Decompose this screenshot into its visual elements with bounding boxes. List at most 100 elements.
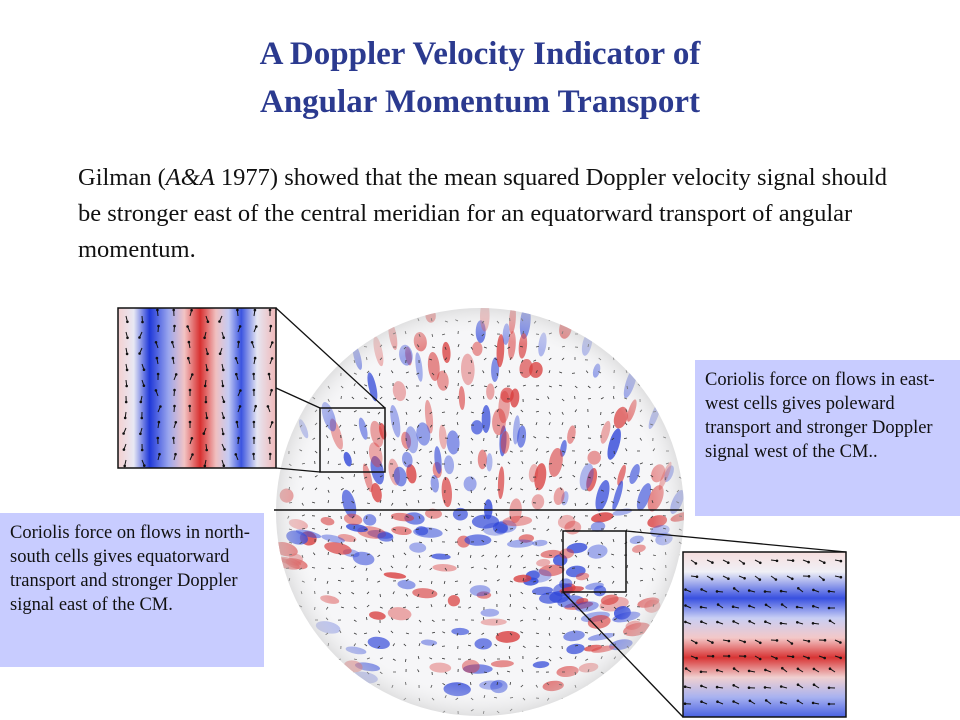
flow-arrow-head bbox=[811, 701, 815, 705]
flow-arrow-head bbox=[839, 641, 842, 644]
flow-arrow-head bbox=[774, 578, 778, 581]
flow-arrow-head bbox=[238, 325, 242, 328]
flow-arrow-head bbox=[236, 308, 239, 312]
flow-arrow-head bbox=[234, 453, 238, 456]
flow-arrow-head bbox=[187, 356, 190, 360]
flow-arrow-head bbox=[204, 400, 208, 404]
flow-arrow-head bbox=[140, 416, 144, 420]
flow-arrow-head bbox=[203, 384, 207, 388]
flow-arrow-head bbox=[796, 667, 800, 671]
flow-arrow-head bbox=[205, 448, 208, 452]
flow-arrow-head bbox=[791, 559, 795, 562]
flow-arrow-head bbox=[716, 603, 720, 606]
flow-arrow-head bbox=[795, 605, 799, 609]
flow-arrow-head bbox=[791, 655, 795, 658]
flow-arrow-head bbox=[171, 340, 174, 344]
flow-arrow-head bbox=[190, 437, 194, 440]
flow-arrow-head bbox=[763, 590, 767, 593]
flow-arrow-head bbox=[732, 684, 735, 687]
flow-arrow-head bbox=[839, 559, 843, 563]
flow-arrow-head bbox=[711, 561, 714, 564]
flow-arrow-head bbox=[221, 432, 225, 436]
flow-arrow-head bbox=[732, 700, 735, 703]
flow-arrow-head bbox=[173, 404, 176, 408]
flow-arrow-head bbox=[188, 404, 191, 408]
inset-north-south-cells bbox=[117, 307, 277, 469]
intro-citation: A&A bbox=[165, 164, 215, 191]
flow-arrow-head bbox=[711, 654, 715, 658]
flow-arrow-head bbox=[828, 619, 832, 623]
flow-arrow-head bbox=[695, 641, 698, 645]
flow-arrow-head bbox=[122, 432, 125, 435]
flow-arrow-head bbox=[235, 372, 238, 376]
flow-arrow-head bbox=[238, 405, 242, 408]
flow-arrow-head bbox=[732, 667, 736, 670]
flow-arrow-head bbox=[218, 320, 221, 323]
flow-arrow-head bbox=[684, 620, 687, 624]
flow-arrow-head bbox=[250, 341, 254, 344]
connector-lower-2 bbox=[562, 591, 684, 718]
inset-1-arrows bbox=[122, 308, 274, 468]
flow-arrow-head bbox=[683, 702, 687, 705]
sphere-limb bbox=[276, 308, 684, 716]
flow-arrow-head bbox=[190, 308, 193, 312]
flow-arrow-head bbox=[758, 657, 762, 661]
zoom-box-upper bbox=[319, 407, 386, 473]
flow-arrow-head bbox=[790, 642, 794, 645]
flow-arrow-head bbox=[748, 620, 751, 623]
flow-arrow-head bbox=[807, 656, 810, 660]
flow-arrow-head bbox=[237, 340, 240, 344]
flow-arrow-head bbox=[828, 667, 832, 670]
intro-paragraph: Gilman (A&A 1977) showed that the mean s… bbox=[78, 160, 898, 268]
flow-arrow-head bbox=[812, 667, 816, 671]
flow-arrow-head bbox=[218, 352, 222, 356]
flow-arrow-head bbox=[684, 667, 688, 670]
flow-arrow-head bbox=[268, 308, 272, 312]
inset-2-arrows bbox=[683, 559, 843, 706]
flow-arrow-head bbox=[727, 639, 731, 643]
flow-arrow-head bbox=[126, 336, 129, 340]
flow-arrow-head bbox=[716, 700, 719, 703]
title-line-2: Angular Momentum Transport bbox=[259, 84, 701, 120]
flow-arrow-head bbox=[775, 639, 779, 642]
flow-arrow-head bbox=[812, 604, 815, 608]
flow-arrow-head bbox=[699, 670, 703, 674]
flow-arrow bbox=[587, 684, 590, 688]
flow-arrow-head bbox=[775, 559, 779, 563]
flow-arrow-head bbox=[695, 575, 699, 578]
flow-arrow-head bbox=[123, 416, 127, 420]
flow-arrow-head bbox=[716, 620, 719, 624]
flow-arrow-head bbox=[252, 388, 256, 392]
flow-arrow-head bbox=[173, 388, 176, 392]
flow-arrow-head bbox=[807, 575, 811, 578]
flow-arrow-head bbox=[138, 336, 141, 339]
flow-arrow-head bbox=[759, 641, 762, 645]
flow-arrow-head bbox=[252, 436, 256, 440]
callout-north-south: Coriolis force on flows in north-south c… bbox=[0, 513, 264, 667]
flow-arrow-head bbox=[234, 357, 238, 360]
flow-arrow-head bbox=[154, 389, 158, 392]
flow-arrow-head bbox=[684, 588, 687, 591]
flow-arrow-head bbox=[742, 562, 746, 565]
inset-1-frame bbox=[117, 307, 277, 469]
flow-arrow-head bbox=[154, 341, 158, 344]
flow-arrow-head bbox=[710, 577, 714, 581]
flow-arrow-head bbox=[683, 685, 687, 688]
flow-arrow-head bbox=[188, 420, 192, 424]
flow-arrow-head bbox=[780, 603, 784, 606]
intro-pre: Gilman ( bbox=[78, 164, 166, 191]
flow-arrow-head bbox=[699, 605, 703, 609]
flow-arrow-head bbox=[700, 700, 703, 703]
flow-arrow-head bbox=[271, 341, 274, 344]
slide-title: A Doppler Velocity Indicator of Angular … bbox=[0, 30, 960, 126]
flow-arrow-head bbox=[254, 404, 257, 408]
inset-2-field bbox=[683, 552, 846, 717]
flow-arrow-head bbox=[727, 577, 730, 580]
flow-arrow-head bbox=[823, 638, 827, 642]
flow-arrow-head bbox=[156, 308, 159, 312]
flow-arrow-head bbox=[237, 436, 240, 440]
flow-arrow-head bbox=[727, 561, 730, 564]
zoom-box-lower bbox=[562, 530, 627, 593]
flow-arrow-head bbox=[764, 668, 767, 672]
